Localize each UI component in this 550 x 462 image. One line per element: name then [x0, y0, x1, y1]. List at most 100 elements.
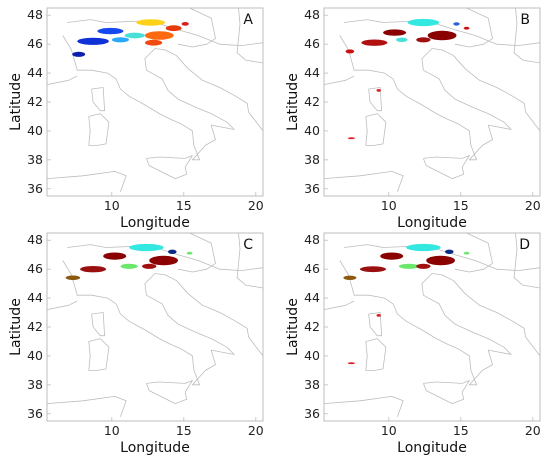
coastline-outline: [146, 155, 193, 180]
cluster-region: [65, 275, 81, 281]
cluster-region: [426, 255, 455, 266]
y-tick-label: 36: [304, 406, 320, 421]
y-tick-label: 38: [304, 152, 320, 167]
x-tick-label: 15: [453, 423, 469, 438]
y-tick-label: 46: [27, 36, 43, 51]
cluster-region: [144, 31, 174, 40]
coastline-outline: [454, 7, 493, 48]
y-tick-label: 44: [27, 65, 43, 80]
cluster-region: [142, 263, 157, 269]
y-tick-label: 36: [27, 181, 43, 196]
coastline-outline: [365, 338, 387, 371]
y-tick-label: 40: [304, 123, 320, 138]
y-tick-label: 40: [304, 348, 320, 363]
cluster-region: [77, 37, 109, 45]
x-axis-label: Longitude: [120, 440, 190, 456]
cluster-region: [361, 39, 388, 46]
coastline-outline: [323, 300, 355, 310]
y-tick-label: 38: [27, 377, 43, 392]
coastline-outline: [62, 260, 264, 386]
cluster-region: [453, 22, 460, 26]
cluster-region: [347, 137, 355, 140]
cluster-region: [463, 251, 470, 255]
cluster-region: [463, 26, 470, 30]
cluster-region: [186, 251, 193, 255]
map-panel-a: 10 15 20 36 38 40 42 44 46 48 Longitude Latitude A: [8, 7, 264, 231]
coastline-outline: [46, 75, 78, 85]
coastline-outline: [423, 380, 470, 405]
y-tick-label: 40: [27, 348, 43, 363]
cluster-region: [360, 266, 386, 273]
cluster-region: [72, 51, 86, 57]
x-axis-label: Longitude: [397, 215, 467, 231]
coastline-outline: [62, 35, 264, 161]
cluster-region: [445, 249, 454, 254]
x-tick-label: 15: [176, 198, 192, 213]
y-tick-label: 42: [27, 94, 43, 109]
panel-letter: D: [519, 237, 530, 253]
y-tick-label: 42: [304, 319, 320, 334]
coastline-outline: [88, 338, 110, 371]
cluster-region: [396, 37, 408, 42]
coastline-outline: [368, 312, 383, 337]
y-tick-label: 38: [27, 152, 43, 167]
cluster-region: [149, 255, 179, 266]
x-tick-label: 20: [525, 198, 541, 213]
y-tick-label: 44: [27, 290, 43, 305]
map-panel-c: 10 15 20 36 38 40 42 44 46 48 Longitude Latitude C: [8, 232, 264, 456]
coastline-outline: [177, 7, 216, 48]
coastline-outline: [46, 300, 78, 310]
x-tick-label: 10: [104, 198, 120, 213]
y-tick-label: 46: [27, 261, 43, 276]
cluster-region: [80, 266, 107, 273]
map-panel-b: 10 15 20 36 38 40 42 44 46 48 Longitude Latitude B: [285, 7, 541, 231]
cluster-region: [398, 263, 420, 269]
cluster-region: [383, 29, 407, 36]
x-tick-label: 20: [248, 198, 264, 213]
y-tick-label: 42: [27, 319, 43, 334]
cluster-region: [376, 89, 381, 92]
coastline-outline: [67, 19, 264, 46]
y-tick-label: 46: [304, 36, 320, 51]
cluster-region: [416, 37, 431, 43]
coastline-outline: [236, 232, 264, 289]
coastline-outline: [339, 260, 541, 386]
y-tick-label: 36: [27, 406, 43, 421]
cluster-region: [124, 32, 145, 39]
coastline-outline: [339, 35, 541, 161]
cluster-region: [168, 249, 177, 254]
cluster-region: [427, 30, 457, 41]
cluster-region: [376, 314, 381, 317]
x-tick-label: 10: [104, 423, 120, 438]
cluster-region: [406, 243, 441, 252]
coastline-outline: [365, 113, 387, 146]
y-axis-label: Latitude: [285, 298, 301, 356]
cluster-region: [103, 252, 127, 260]
cluster-region: [407, 18, 440, 27]
coastline-outline: [91, 87, 105, 112]
cluster-region: [416, 263, 431, 269]
y-tick-label: 42: [304, 94, 320, 109]
coastline-outline: [344, 244, 541, 272]
cluster-region: [111, 37, 129, 43]
cluster-region: [165, 25, 182, 32]
y-tick-label: 48: [304, 7, 320, 22]
coastline-outline: [513, 232, 541, 289]
coastline-outline: [236, 7, 264, 64]
coastline-outline: [323, 395, 404, 417]
cluster-region: [380, 252, 404, 260]
y-tick-label: 40: [27, 123, 43, 138]
y-tick-label: 44: [304, 65, 320, 80]
panel-letter: C: [243, 237, 253, 253]
y-tick-label: 44: [304, 290, 320, 305]
y-axis-label: Latitude: [8, 298, 24, 356]
coastline-outline: [323, 75, 355, 85]
y-tick-label: 48: [27, 232, 43, 247]
y-tick-label: 38: [304, 377, 320, 392]
coastline-outline: [146, 380, 193, 405]
x-axis-label: Longitude: [120, 215, 190, 231]
y-tick-label: 48: [304, 232, 320, 247]
coastline-outline: [513, 7, 541, 64]
cluster-region: [97, 27, 124, 35]
